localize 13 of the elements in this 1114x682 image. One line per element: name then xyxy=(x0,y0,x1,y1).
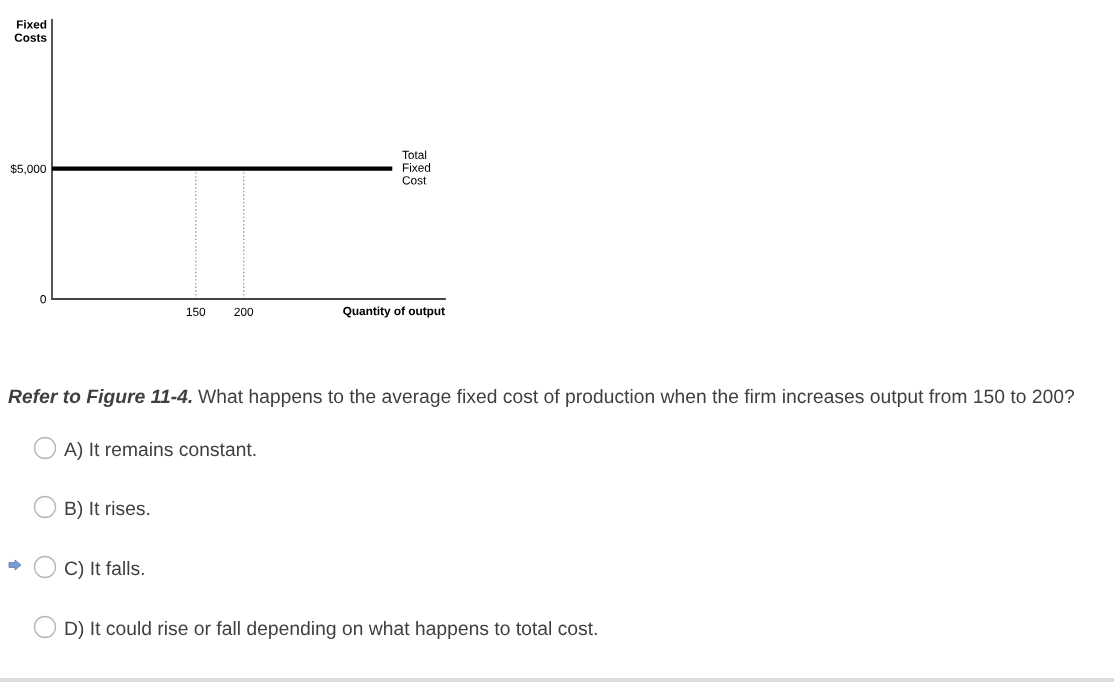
text: C) It falls. xyxy=(64,561,144,579)
text: What happens to the average fixed cost of production when the firm increases output from 150 to 200? xyxy=(198,389,1075,407)
y-tick-label: $5,000 xyxy=(10,164,46,175)
x-tick-label: 150 xyxy=(186,307,206,316)
series-label: Total Fixed Cost xyxy=(402,150,431,185)
y-axis-title: Fixed Costs xyxy=(14,20,47,42)
text: A) It remains constant. xyxy=(64,442,256,460)
text: Refer to Figure 11-4. xyxy=(8,389,192,407)
x-tick-label: 200 xyxy=(234,307,254,316)
x-axis-title: Quantity of output xyxy=(343,306,445,318)
text: D) It could rise or fall depending on what happens to total cost. xyxy=(65,621,597,639)
y-tick-label: 0 xyxy=(40,295,46,304)
text: B) It rises. xyxy=(65,501,150,519)
